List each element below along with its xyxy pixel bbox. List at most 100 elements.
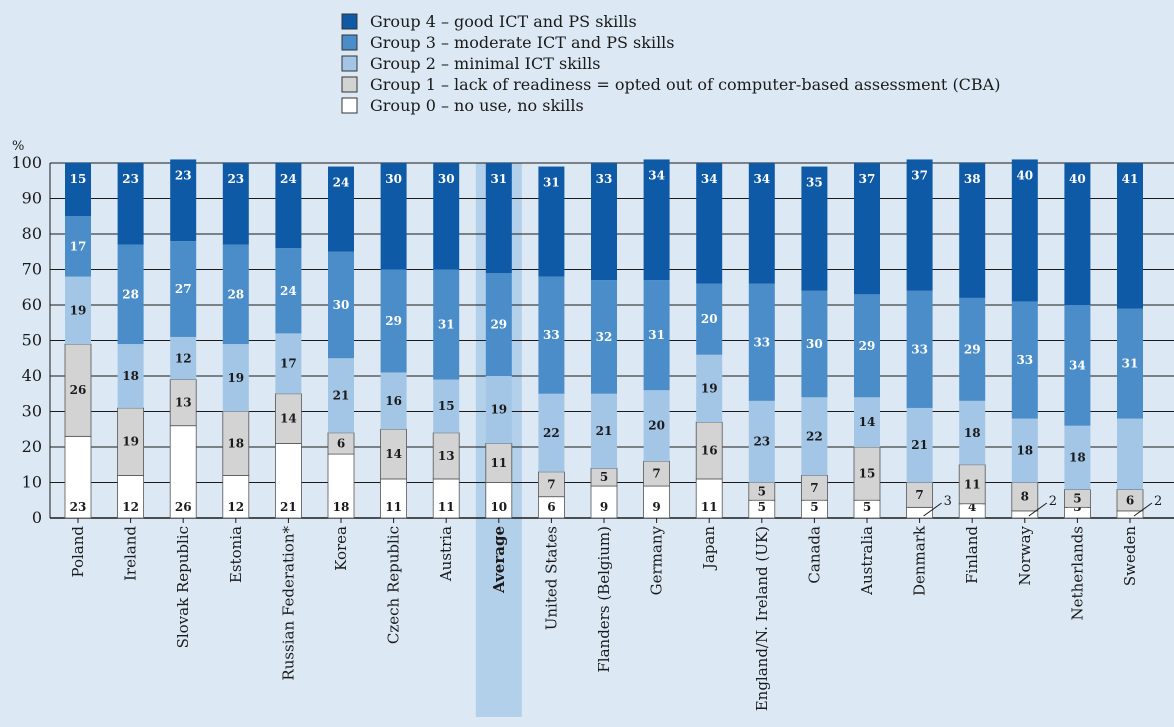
value-label-bg-flanders-belgium-group-0 [594,500,614,514]
bar-group-japan: 11 16 19 20 34 [695,163,723,519]
value-label-united-states-group-1: 7 [547,477,555,491]
value-label-australia-group-2: 14 [859,415,876,429]
bar-group-united-states: 6 7 22 33 31 [538,166,565,519]
value-label-bg-slovak-republic-group-0 [173,500,194,514]
value-label-bg-united-states-group-2 [541,425,562,440]
value-label-bg-estonia-group-1 [225,436,246,451]
bar-group-austria: 11 13 15 31 30 [432,163,460,519]
bar-segment-poland-group-4 [65,163,91,217]
value-label-england-n-ireland-uk-group-3: 33 [753,335,770,349]
value-label-australia-group-3: 29 [859,339,876,353]
category-label-flanders-belgium: Flanders (Belgium) [595,526,613,673]
value-label-sweden-group-3: 31 [1122,357,1139,371]
bar-segment-austria-group-4 [433,163,460,270]
value-label-germany-group-4: 34 [648,168,665,182]
value-label-bg-czech-republic-group-3 [383,313,404,328]
value-label-bg-netherlands-group-2 [1067,450,1088,465]
callout-label-sweden: 2 [1154,494,1162,509]
value-label-denmark-group-3: 33 [911,342,928,356]
value-label-austria-group-1: 13 [438,449,455,463]
value-label-netherlands-group-2: 18 [1069,451,1086,465]
category-label-united-states: United States [542,526,560,630]
value-label-canada-group-3: 30 [806,337,823,351]
legend-label-group-1: Group 1 – lack of readiness = opted out … [370,75,1000,94]
value-label-bg-estonia-group-2 [225,370,246,385]
value-label-finland-group-3: 29 [964,342,981,356]
value-label-ireland-group-3: 28 [122,287,139,301]
value-label-bg-netherlands-group-3 [1067,358,1088,373]
bar-segment-norway-group-4 [1011,159,1038,302]
value-label-bg-japan-group-0 [699,500,720,514]
value-label-germany-group-2: 20 [648,419,665,433]
value-label-poland-group-2: 19 [70,303,87,317]
value-label-average-group-1: 11 [490,456,507,470]
value-label-japan-group-4: 34 [701,172,718,186]
y-tick-label-50: 50 [22,331,42,350]
value-label-russian-federation-group-2: 17 [280,357,297,371]
value-label-england-n-ireland-uk-group-2: 23 [753,435,770,449]
value-label-bg-czech-republic-group-2 [383,393,404,408]
category-label-netherlands: Netherlands [1068,526,1086,620]
value-label-bg-korea-group-3 [331,298,351,312]
value-label-bg-denmark-group-1 [909,487,930,502]
category-label-norway: Norway [1016,525,1034,585]
value-label-estonia-group-1: 18 [227,436,244,450]
value-label-norway-group-2: 18 [1016,444,1033,458]
value-label-ireland-group-4: 23 [122,172,139,186]
value-label-norway-group-1: 8 [1021,490,1029,504]
value-label-bg-korea-group-0 [331,500,351,514]
value-label-poland-group-1: 26 [70,383,87,397]
bar-group-flanders-belgium: 9 5 21 32 33 [590,163,618,519]
value-label-bg-norway-group-2 [1014,443,1035,458]
bar-segment-netherlands-group-4 [1064,163,1091,305]
bar-group-estonia: 12 18 19 28 23 [222,163,250,519]
value-label-estonia-group-4: 23 [227,172,244,186]
bar-group-sweden: 6 31 41 [1116,163,1144,519]
value-label-bg-average-group-0 [488,500,509,514]
value-label-czech-republic-group-4: 30 [385,172,402,186]
bar-segment-denmark-group-4 [906,159,933,291]
category-label-russian-federation: Russian Federation* [279,526,297,681]
value-label-bg-united-states-group-3 [541,328,562,343]
category-label-denmark: Denmark [911,525,929,596]
y-tick-label-30: 30 [22,402,42,421]
value-label-bg-estonia-group-0 [225,500,246,514]
value-label-bg-slovak-republic-group-2 [173,351,194,366]
value-label-bg-czech-republic-group-1 [383,447,404,462]
value-label-bg-finland-group-1 [962,477,983,492]
value-label-bg-flanders-belgium-group-3 [594,329,614,344]
value-label-bg-estonia-group-3 [225,287,246,302]
value-label-korea-group-4: 24 [333,176,350,190]
value-label-slovak-republic-group-2: 12 [175,351,192,365]
value-label-germany-group-3: 31 [648,328,665,342]
value-label-australia-group-0: 5 [863,500,871,514]
value-label-denmark-group-4: 37 [911,168,928,182]
bar-group-czech-republic: 11 14 16 29 30 [380,163,408,519]
value-label-bg-average-group-2 [488,402,509,417]
bar-segment-russian-federation-group-4 [275,163,302,249]
bar-group-slovak-republic: 26 13 12 27 23 [169,159,197,519]
value-label-bg-czech-republic-group-0 [383,500,404,514]
value-label-bg-austria-group-0 [436,500,457,514]
value-label-netherlands-group-3: 34 [1069,358,1086,372]
legend-label-group-4: Group 4 – good ICT and PS skills [370,12,637,31]
y-tick-label-70: 70 [22,260,42,279]
category-label-poland: Poland [69,526,87,578]
value-label-bg-sweden-group-1 [1120,493,1140,508]
bars: 2326191715121918282326131227231218192823… [64,159,1162,519]
bar-segment-sweden-group-4 [1117,163,1143,309]
value-label-bg-canada-group-1 [804,480,825,495]
value-label-austria-group-0: 11 [438,500,455,514]
value-label-bg-ireland-group-1 [120,434,141,449]
value-label-finland-group-1: 11 [964,477,981,491]
bar-group-norway: 8 18 33 40 [1011,159,1039,519]
value-label-bg-austria-group-1 [436,448,457,463]
value-label-sweden-group-4: 41 [1122,172,1139,186]
callout-line-denmark [923,502,942,517]
value-label-bg-canada-group-2 [804,429,825,444]
value-label-czech-republic-group-3: 29 [385,314,402,328]
bar-segment-estonia-group-4 [222,163,249,245]
value-label-bg-finland-group-2 [962,425,983,440]
bar-segment-average-group-4 [485,163,512,274]
value-label-bg-ireland-group-2 [120,369,141,383]
